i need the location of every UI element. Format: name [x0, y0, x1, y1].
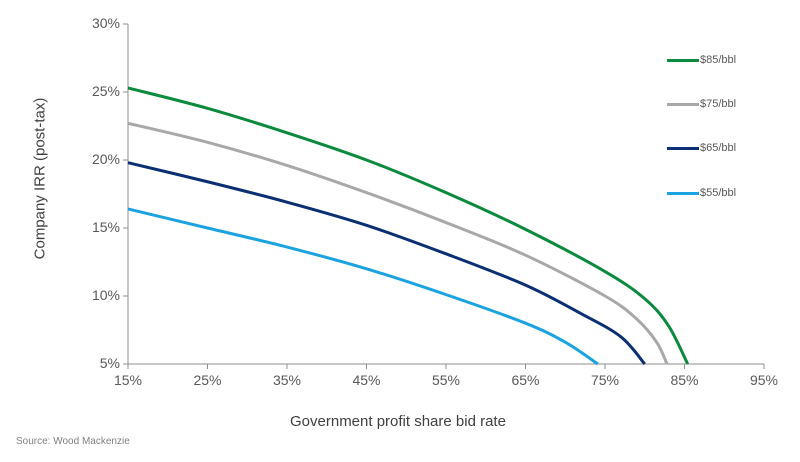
y-tick-label: 25% — [91, 83, 120, 99]
legend-swatch-75 — [667, 102, 699, 106]
x-tick-label: 95% — [749, 372, 779, 388]
legend-swatch-65 — [667, 146, 699, 150]
legend-label-65: $65/bbl — [700, 142, 737, 154]
x-tick-label: 65% — [511, 372, 540, 388]
y-tick-label: 10% — [91, 287, 120, 303]
y-tick-label: 5% — [99, 355, 120, 371]
x-axis-label: Government profit share bid rate — [290, 413, 506, 430]
y-tick-label: 20% — [91, 151, 120, 167]
x-tick-label: 35% — [272, 372, 302, 388]
chart-series — [127, 86, 690, 366]
x-tick-label: 15% — [113, 372, 143, 388]
y-tick-label: 30% — [91, 15, 120, 31]
legend-label-75: $75/bbl — [700, 98, 737, 110]
x-tick-label: 75% — [590, 372, 620, 388]
x-tick-label: 45% — [352, 372, 381, 388]
series-line-55 — [127, 207, 599, 366]
x-tick-label: 55% — [431, 372, 461, 388]
series-line-75 — [127, 121, 669, 365]
chart-axes — [123, 23, 765, 369]
x-tick-label: 25% — [193, 372, 222, 388]
x-tick-label: 85% — [670, 372, 699, 388]
legend-label-55: $55/bbl — [700, 187, 737, 199]
series-line-65 — [127, 161, 646, 365]
legend-item-75: $75/bbl — [667, 98, 736, 110]
series-line-85 — [127, 86, 690, 365]
legend-swatch-85 — [667, 58, 699, 62]
legend-item-85: $85/bbl — [667, 54, 736, 66]
source-note: Source: Wood Mackenzie — [16, 436, 130, 447]
legend-item-55: $55/bbl — [667, 187, 736, 199]
legend-item-65: $65/bbl — [667, 142, 736, 154]
legend-swatch-55 — [667, 191, 699, 195]
y-axis-label: Company IRR (post-tax) — [31, 97, 49, 260]
legend-label-85: $85/bbl — [700, 54, 737, 66]
y-tick-label: 15% — [91, 219, 120, 235]
